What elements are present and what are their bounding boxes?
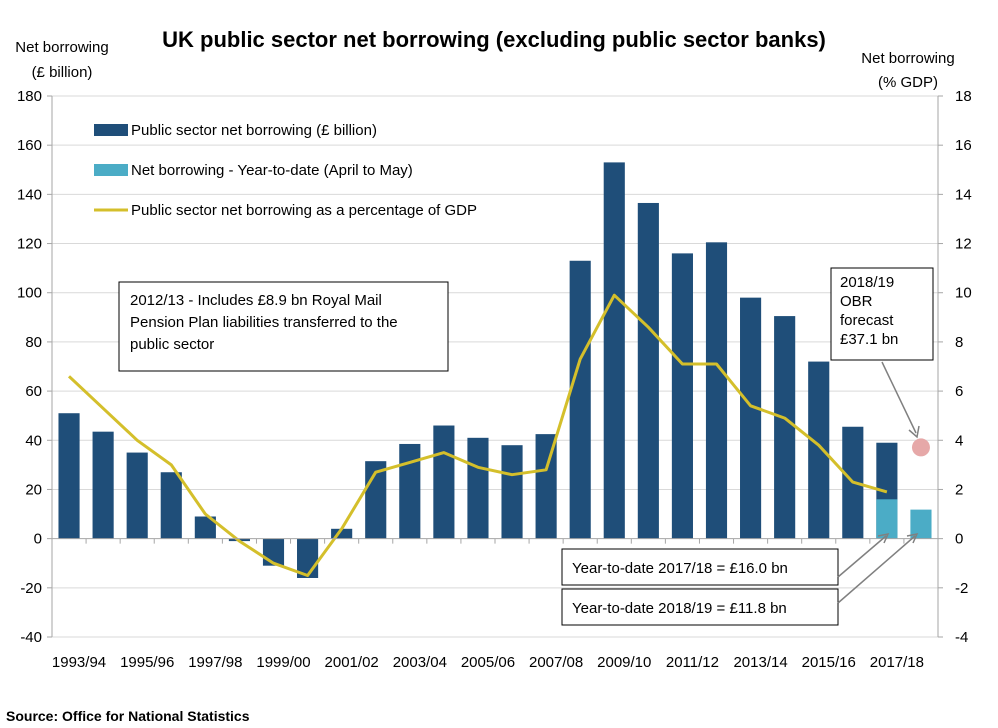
y-right-tick-label: 12 bbox=[955, 236, 972, 253]
bar-net-borrowing bbox=[535, 434, 557, 539]
ytd-2017-label: Year-to-date 2017/18 = £16.0 bn bbox=[572, 560, 788, 577]
y-left-tick-label: -20 bbox=[20, 580, 42, 597]
y-right-tick-label: 16 bbox=[955, 137, 972, 154]
bar-net-borrowing bbox=[637, 202, 659, 539]
right-axis-title-line1: Net borrowing bbox=[861, 50, 954, 67]
x-tick-label: 1995/96 bbox=[120, 654, 174, 671]
x-tick-label: 2017/18 bbox=[870, 654, 924, 671]
bar-net-borrowing bbox=[92, 431, 114, 539]
tick-labels: -40-20020406080100120140160180-4-2024681… bbox=[17, 88, 972, 671]
y-left-tick-label: 40 bbox=[25, 432, 42, 449]
bar-net-borrowing bbox=[740, 297, 762, 539]
x-tick-label: 1997/98 bbox=[188, 654, 242, 671]
legend-label-pct-gdp: Public sector net borrowing as a percent… bbox=[131, 202, 477, 219]
bar-net-borrowing bbox=[58, 413, 80, 539]
y-right-tick-label: 10 bbox=[955, 285, 972, 302]
y-left-tick-label: 180 bbox=[17, 88, 42, 105]
bar-net-borrowing bbox=[467, 437, 489, 539]
y-left-tick-label: 120 bbox=[17, 236, 42, 253]
obr-box bbox=[830, 267, 934, 361]
right-axis-title-line2: (% GDP) bbox=[878, 74, 938, 91]
ytd-2018-box bbox=[561, 588, 839, 626]
legend-swatch-ytd bbox=[94, 164, 128, 176]
ytd-2018-arrow bbox=[837, 535, 916, 604]
y-right-tick-label: 18 bbox=[955, 88, 972, 105]
x-tick-label: 2015/16 bbox=[802, 654, 856, 671]
y-left-tick-label: 100 bbox=[17, 285, 42, 302]
obr-annotation: 2018/19 OBR forecast £37.1 bn bbox=[830, 267, 934, 439]
bar-net-borrowing bbox=[160, 472, 182, 539]
forecast-marker bbox=[911, 438, 930, 457]
legend-label-borrowing: Public sector net borrowing (£ billion) bbox=[131, 122, 377, 139]
bar-ytd bbox=[910, 509, 932, 539]
axes bbox=[47, 95, 943, 638]
obr-arrow bbox=[881, 361, 917, 434]
y-left-tick-label: 160 bbox=[17, 137, 42, 154]
bar-net-borrowing bbox=[433, 425, 455, 539]
x-tick-label: 2003/04 bbox=[393, 654, 447, 671]
bar-net-borrowing bbox=[126, 452, 148, 539]
bar-net-borrowing bbox=[774, 316, 796, 539]
bar-ytd bbox=[876, 499, 898, 539]
y-right-tick-label: 2 bbox=[955, 481, 963, 498]
legend-label-ytd: Net borrowing - Year-to-date (April to M… bbox=[131, 162, 413, 179]
y-right-tick-label: 6 bbox=[955, 383, 963, 400]
royal-mail-line1: 2012/13 - Includes £8.9 bn Royal Mail bbox=[130, 292, 382, 309]
bar-net-borrowing bbox=[671, 253, 693, 539]
y-right-tick-label: -2 bbox=[955, 580, 968, 597]
y-left-tick-label: 60 bbox=[25, 383, 42, 400]
bar-net-borrowing bbox=[194, 516, 216, 539]
y-left-tick-label: 140 bbox=[17, 186, 42, 203]
line-series bbox=[67, 293, 888, 577]
bar-net-borrowing bbox=[603, 162, 625, 539]
x-tick-label: 1993/94 bbox=[52, 654, 106, 671]
bar-net-borrowing bbox=[501, 445, 523, 539]
bar-net-borrowing bbox=[569, 260, 591, 539]
y-right-tick-label: -4 bbox=[955, 629, 968, 646]
obr-line3: forecast bbox=[840, 312, 894, 329]
y-left-tick-label: 0 bbox=[34, 531, 42, 548]
ytd-2017-arrowhead bbox=[877, 532, 890, 544]
x-tick-label: 2013/14 bbox=[733, 654, 787, 671]
x-tick-label: 2009/10 bbox=[597, 654, 651, 671]
bar-net-borrowing bbox=[399, 443, 421, 539]
y-right-tick-label: 0 bbox=[955, 531, 963, 548]
y-right-tick-label: 4 bbox=[955, 432, 963, 449]
y-left-tick-label: 20 bbox=[25, 481, 42, 498]
y-left-tick-label: 80 bbox=[25, 334, 42, 351]
y-right-tick-label: 14 bbox=[955, 186, 972, 203]
royal-mail-line3: public sector bbox=[130, 336, 214, 353]
ytd-2017-arrow bbox=[837, 535, 887, 578]
bar-net-borrowing bbox=[331, 528, 353, 539]
x-tick-label: 1999/00 bbox=[256, 654, 310, 671]
royal-mail-line2: Pension Plan liabilities transferred to … bbox=[130, 314, 398, 331]
bar-net-borrowing bbox=[705, 242, 728, 539]
legend: Public sector net borrowing (£ billion) … bbox=[94, 122, 477, 219]
ytd-2017-annotation: Year-to-date 2017/18 = £16.0 bn bbox=[561, 532, 890, 586]
royal-mail-annotation: 2012/13 - Includes £8.9 bn Royal Mail Pe… bbox=[118, 281, 449, 372]
royal-mail-box bbox=[118, 281, 449, 372]
ytd-2018-arrowhead bbox=[906, 532, 919, 544]
obr-line2: OBR bbox=[840, 293, 873, 310]
left-axis-title-line1: Net borrowing bbox=[15, 39, 108, 56]
x-tick-label: 2007/08 bbox=[529, 654, 583, 671]
obr-line4: £37.1 bn bbox=[840, 331, 898, 348]
ytd-2017-box bbox=[561, 548, 839, 586]
legend-swatch-borrowing bbox=[94, 124, 128, 136]
y-left-tick-label: -40 bbox=[20, 629, 42, 646]
y-right-tick-label: 8 bbox=[955, 334, 963, 351]
x-tick-label: 2011/12 bbox=[666, 654, 719, 671]
source-note: Source: Office for National Statistics bbox=[6, 708, 250, 724]
bar-net-borrowing bbox=[808, 361, 830, 539]
left-axis-title-line2: (£ billion) bbox=[32, 64, 93, 81]
ytd-2018-label: Year-to-date 2018/19 = £11.8 bn bbox=[572, 600, 787, 617]
obr-arrowhead bbox=[908, 425, 920, 439]
x-tick-label: 2005/06 bbox=[461, 654, 515, 671]
ytd-2018-annotation: Year-to-date 2018/19 = £11.8 bn bbox=[561, 532, 919, 626]
chart-title: UK public sector net borrowing (excludin… bbox=[162, 27, 826, 52]
obr-line1: 2018/19 bbox=[840, 274, 894, 291]
x-tick-label: 2001/02 bbox=[325, 654, 379, 671]
line-pct-gdp bbox=[67, 293, 888, 577]
